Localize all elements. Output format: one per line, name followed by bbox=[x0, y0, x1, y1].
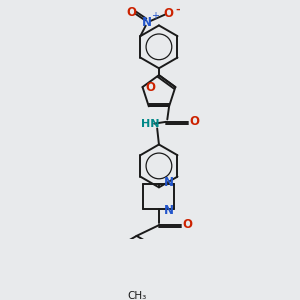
Text: +: + bbox=[151, 11, 159, 21]
Text: O: O bbox=[126, 6, 136, 19]
Text: O: O bbox=[182, 218, 192, 231]
Text: O: O bbox=[189, 115, 200, 128]
Text: O: O bbox=[164, 7, 173, 20]
Text: N: N bbox=[142, 16, 152, 29]
Text: N: N bbox=[164, 204, 173, 217]
Text: -: - bbox=[176, 5, 180, 15]
Text: N: N bbox=[164, 176, 173, 189]
Text: HN: HN bbox=[141, 119, 160, 129]
Text: O: O bbox=[146, 81, 156, 94]
Text: CH₃: CH₃ bbox=[127, 291, 146, 300]
